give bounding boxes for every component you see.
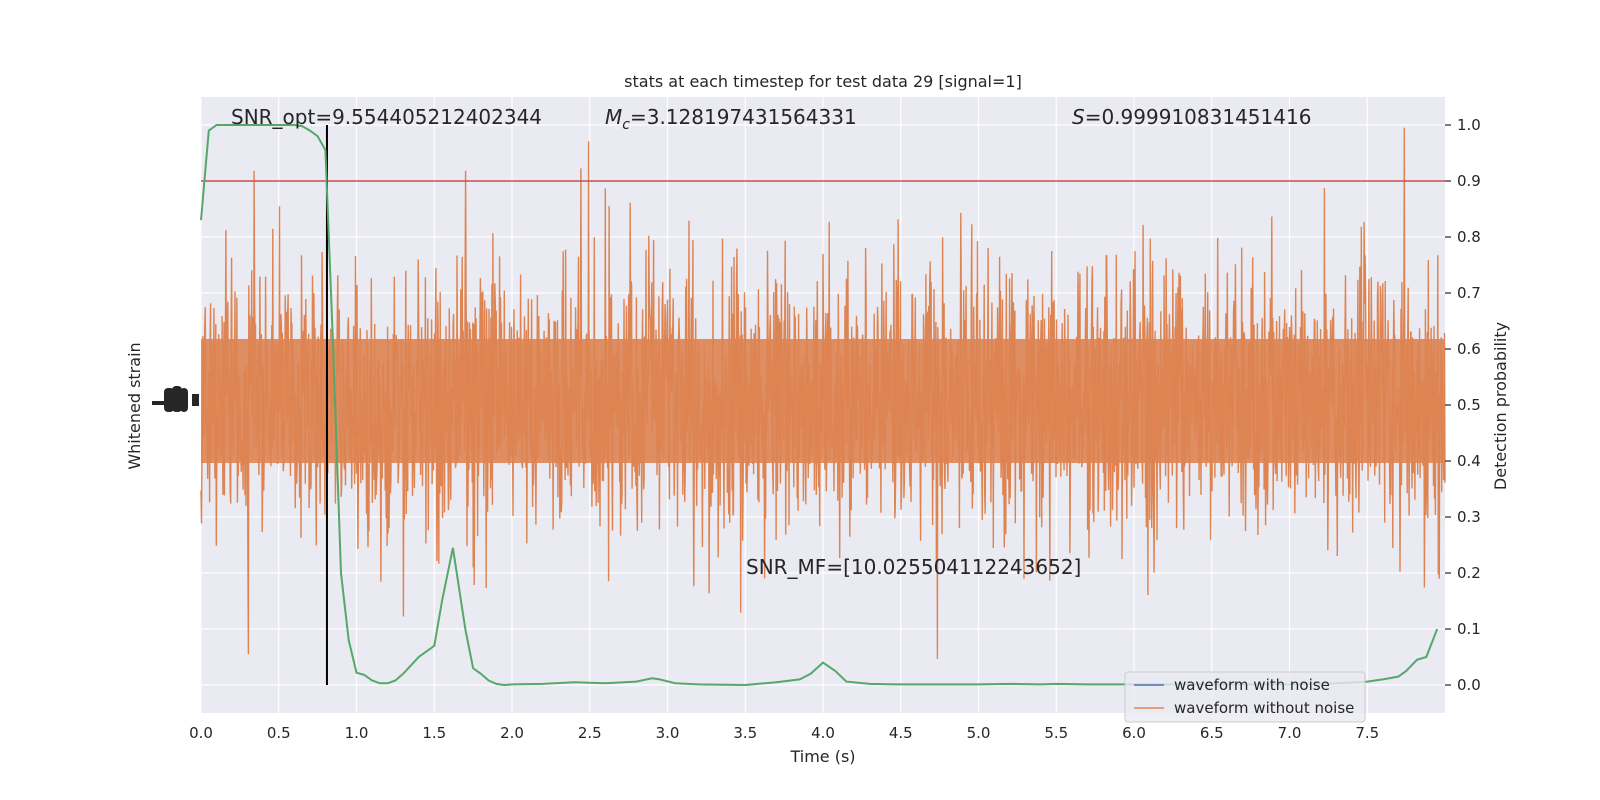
snr-mf-annotation: SNR_MF=[10.025504112243652] bbox=[746, 555, 1081, 579]
snr-opt-annotation: SNR_opt=9.554405212402344 bbox=[231, 105, 542, 129]
x-tick-label-2: 1.0 bbox=[345, 724, 369, 742]
y-right-tick-label-7: 0.7 bbox=[1457, 284, 1481, 302]
y-right-tick-label-5: 0.5 bbox=[1457, 396, 1481, 414]
x-tick-label-0: 0.0 bbox=[189, 724, 213, 742]
noise-strain-series bbox=[200, 127, 1446, 660]
y-right-tick-label-8: 0.8 bbox=[1457, 228, 1481, 246]
x-tick-label-7: 3.5 bbox=[733, 724, 757, 742]
s-symbol: S bbox=[1072, 105, 1085, 129]
x-tick-label-4: 2.0 bbox=[500, 724, 524, 742]
y-right-tick-label-9: 0.9 bbox=[1457, 172, 1481, 190]
line-series-layer bbox=[200, 124, 1445, 687]
left-axis-overlapping-ticks bbox=[152, 386, 199, 412]
x-tick-label-15: 7.5 bbox=[1355, 724, 1379, 742]
x-tick-label-13: 6.5 bbox=[1200, 724, 1224, 742]
x-tick-label-14: 7.0 bbox=[1278, 724, 1302, 742]
x-tick-label-9: 4.5 bbox=[889, 724, 913, 742]
legend: waveform with noise waveform without noi… bbox=[1124, 671, 1366, 723]
x-axis-label: Time (s) bbox=[789, 747, 855, 766]
s-value: =0.999910831451416 bbox=[1085, 105, 1312, 129]
y-axis-label-left: Whitened strain bbox=[125, 342, 144, 469]
chirp-mass-value: =3.128197431564331 bbox=[630, 105, 857, 129]
noise-strain-core bbox=[201, 339, 1445, 463]
tick-labels: 0.0 0.5 1.0 1.5 2.0 2.5 3.0 3.5 4.0 4.5 5.0 5.5 6.0 6… bbox=[189, 116, 1481, 742]
y-right-tick-label-2: 0.2 bbox=[1457, 564, 1481, 582]
y-right-tick-label-4: 0.4 bbox=[1457, 452, 1481, 470]
x-tick-label-12: 6.0 bbox=[1122, 724, 1146, 742]
x-tick-label-11: 5.5 bbox=[1044, 724, 1068, 742]
legend-label-without-noise: waveform without noise bbox=[1174, 699, 1354, 717]
y-right-tick-label-3: 0.3 bbox=[1457, 508, 1481, 526]
chart-title: stats at each timestep for test data 29 … bbox=[624, 72, 1022, 91]
y-right-tick-label-1: 0.1 bbox=[1457, 620, 1481, 638]
chirp-mass-annotation: Mc=3.128197431564331 bbox=[605, 105, 857, 133]
s-annotation: S=0.999910831451416 bbox=[1072, 105, 1311, 129]
x-tick-label-3: 1.5 bbox=[422, 724, 446, 742]
y-axis-label-right: Detection probability bbox=[1491, 322, 1510, 490]
y-right-tick-label-6: 0.6 bbox=[1457, 340, 1481, 358]
y-right-tick-label-10: 1.0 bbox=[1457, 116, 1481, 134]
x-tick-label-5: 2.5 bbox=[578, 724, 602, 742]
chirp-mass-subscript: c bbox=[622, 117, 630, 133]
x-tick-label-8: 4.0 bbox=[811, 724, 835, 742]
x-tick-label-10: 5.0 bbox=[967, 724, 991, 742]
chirp-mass-symbol: M bbox=[605, 105, 622, 129]
legend-label-with-noise: waveform with noise bbox=[1174, 676, 1330, 694]
x-tick-label-6: 3.0 bbox=[656, 724, 680, 742]
x-tick-label-1: 0.5 bbox=[267, 724, 291, 742]
detection-probability-line bbox=[200, 124, 1439, 687]
legend-box bbox=[1124, 671, 1366, 723]
y-right-tick-label-0: 0.0 bbox=[1457, 676, 1481, 694]
